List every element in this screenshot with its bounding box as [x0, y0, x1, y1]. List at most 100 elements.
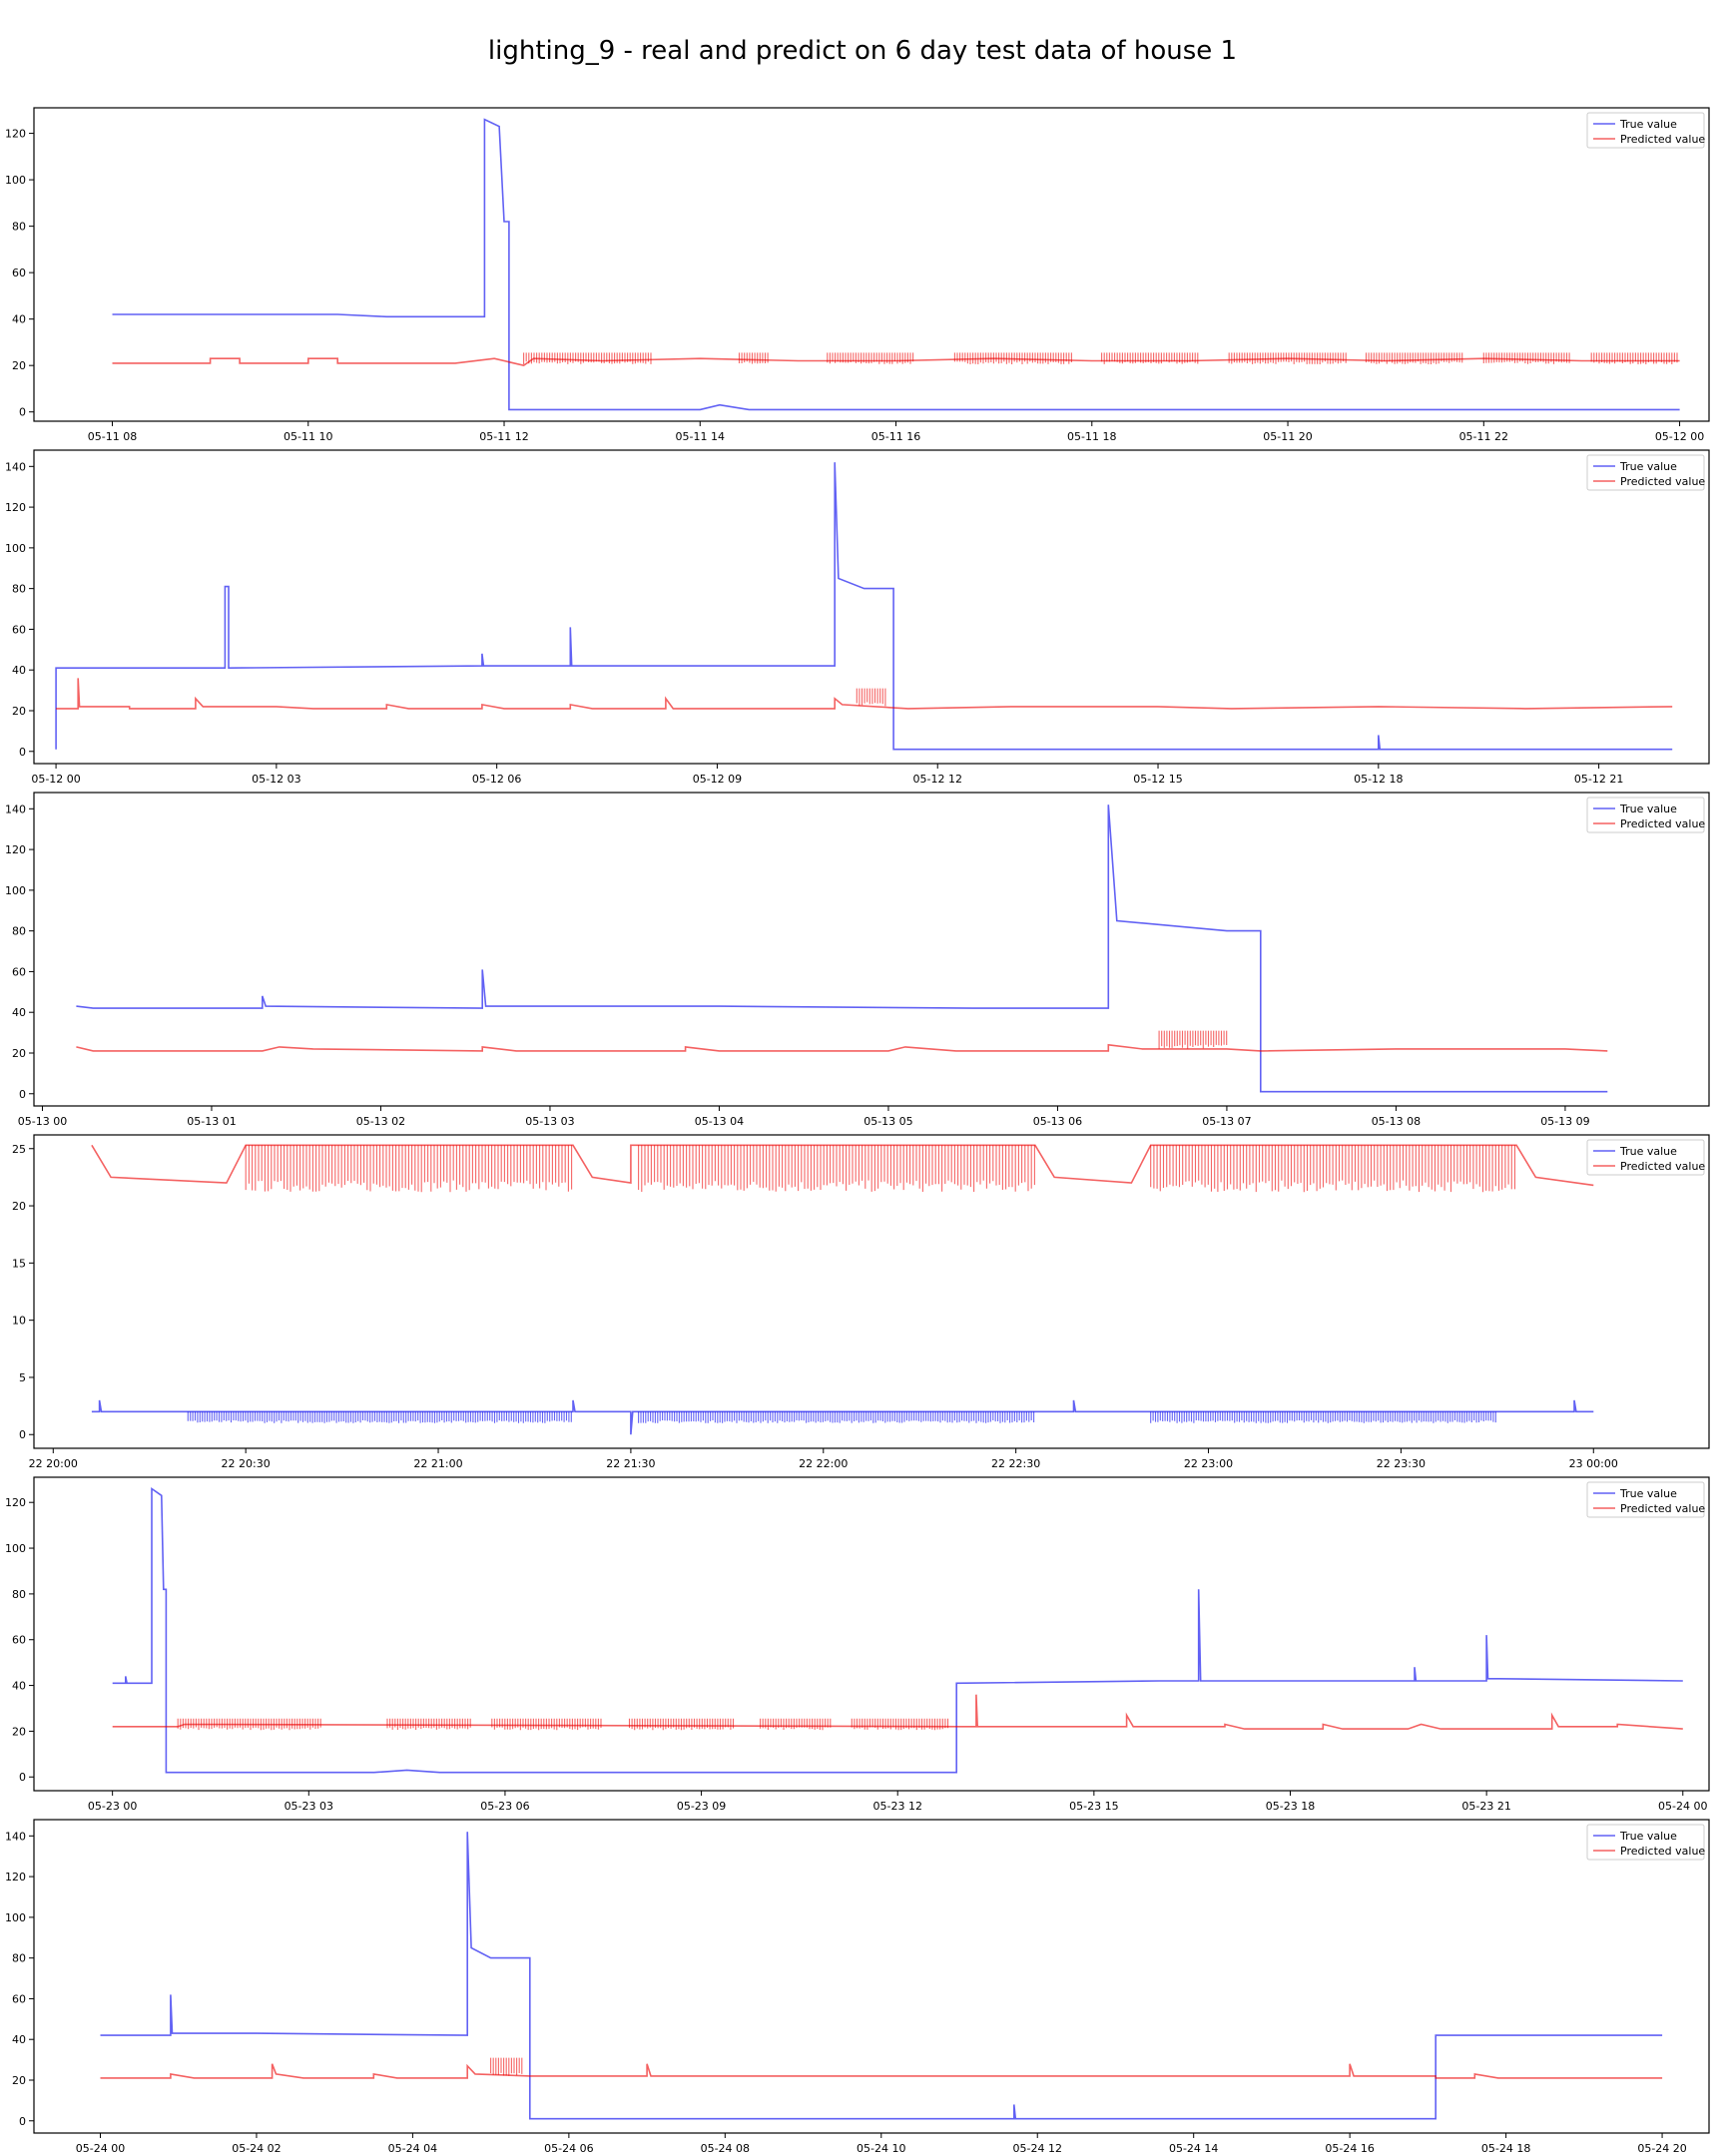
- y-tick-label: 100: [5, 884, 26, 897]
- y-tick-label: 80: [12, 1588, 26, 1601]
- x-tick-label: 05-11 14: [676, 430, 725, 443]
- predicted-oscillation: [523, 352, 652, 364]
- x-tick-label: 22 20:30: [222, 1457, 271, 1470]
- x-tick-label: 05-24 18: [1481, 2142, 1530, 2155]
- predicted-value-line: [100, 2063, 1663, 2079]
- x-tick-label: 05-11 18: [1067, 430, 1116, 443]
- predicted-oscillation: [760, 1718, 832, 1731]
- plot-frame: [33, 1134, 1710, 1449]
- x-tick-label: 05-24 14: [1169, 2142, 1218, 2155]
- x-tick-label: 22 23:00: [1184, 1457, 1233, 1470]
- figure-title: lighting_9 - real and predict on 6 day t…: [487, 36, 1238, 66]
- x-tick-label: 05-11 16: [871, 430, 920, 443]
- y-tick-label: 0: [19, 746, 26, 759]
- y-tick-label: 60: [12, 623, 26, 636]
- x-tick-label: 05-24 00: [76, 2142, 125, 2155]
- predicted-oscillation: [827, 352, 914, 364]
- y-tick-label: 60: [12, 1634, 26, 1647]
- predicted-value-line: [91, 1144, 1594, 1187]
- x-tick-label: 05-23 00: [88, 1800, 137, 1813]
- predicted-oscillation: [1150, 1145, 1516, 1193]
- y-tick-label: 25: [12, 1143, 26, 1156]
- chart-panel-5: 0 20 40 60 80 100 120 05-23 00 05-23 03 05-23 06 0…: [5, 1476, 1710, 1813]
- plot-area: [100, 1832, 1663, 2120]
- x-tick-label: 05-24 04: [388, 2142, 437, 2155]
- y-tick-label: 40: [12, 1680, 26, 1693]
- x-tick-label: 05-13 02: [356, 1115, 405, 1128]
- x-tick-label: 05-12 00: [1655, 430, 1704, 443]
- legend-box: [1586, 1139, 1705, 1176]
- legend-true-label: True value: [1619, 1145, 1677, 1158]
- predicted-oscillation: [245, 1145, 573, 1193]
- legend: True value Predicted value: [1586, 1139, 1705, 1176]
- legend-pred-label: Predicted value: [1620, 133, 1705, 146]
- x-tick-label: 05-13 04: [695, 1115, 744, 1128]
- predicted-oscillation: [628, 1718, 735, 1731]
- y-tick-label: 20: [12, 705, 26, 718]
- y-tick-label: 40: [12, 313, 26, 326]
- legend-true-label: True value: [1619, 1830, 1677, 1843]
- x-tick-label: 05-12 00: [31, 773, 80, 786]
- x-tick-label: 05-24 08: [701, 2142, 750, 2155]
- y-tick-label: 100: [5, 1911, 26, 1924]
- plot-frame: [33, 107, 1710, 422]
- predicted-oscillation: [1158, 1030, 1228, 1049]
- x-tick-label: 22 22:00: [799, 1457, 848, 1470]
- predicted-value-line: [56, 678, 1673, 710]
- y-tick-label: 60: [12, 267, 26, 279]
- predicted-oscillation: [851, 1718, 949, 1731]
- x-tick-label: 05-23 15: [1069, 1800, 1118, 1813]
- y-tick-label: 20: [12, 1200, 26, 1213]
- true-value-line: [91, 1399, 1594, 1435]
- x-tick-label: 05-12 15: [1133, 773, 1182, 786]
- y-tick-label: 60: [12, 965, 26, 978]
- legend-box: [1586, 112, 1705, 149]
- y-tick-label: 100: [5, 1542, 26, 1555]
- true-value-line: [100, 1832, 1663, 2120]
- predicted-oscillation: [1101, 352, 1199, 364]
- x-tick-label: 05-13 00: [18, 1115, 67, 1128]
- y-tick-label: 80: [12, 583, 26, 596]
- y-tick-label: 80: [12, 925, 26, 938]
- x-tick-label: 23 00:00: [1569, 1457, 1618, 1470]
- x-tick-label: 05-13 07: [1202, 1115, 1251, 1128]
- chart-panel-6: 0 20 40 60 80 100 120 140 05-24 00 05-24 02 05-24 …: [5, 1819, 1710, 2155]
- x-tick-label: 05-23 03: [285, 1800, 333, 1813]
- legend-true-label: True value: [1619, 803, 1677, 815]
- legend-true-label: True value: [1619, 1487, 1677, 1500]
- y-tick-label: 140: [5, 1830, 26, 1843]
- plot-frame: [33, 1819, 1710, 2134]
- x-tick-label: 05-24 02: [232, 2142, 281, 2155]
- y-tick-label: 5: [19, 1371, 26, 1384]
- x-tick-label: 05-24 10: [857, 2142, 905, 2155]
- y-tick-label: 0: [19, 1088, 26, 1101]
- y-tick-label: 140: [5, 803, 26, 815]
- x-tick-label: 05-12 21: [1574, 773, 1623, 786]
- legend-pred-label: Predicted value: [1620, 1160, 1705, 1173]
- legend: True value Predicted value: [1586, 1481, 1705, 1518]
- true-oscillation: [638, 1411, 1035, 1423]
- x-tick-label: 05-24 12: [1013, 2142, 1062, 2155]
- y-tick-label: 0: [19, 2115, 26, 2128]
- y-tick-label: 10: [12, 1315, 26, 1328]
- x-tick-label: 05-24 20: [1637, 2142, 1686, 2155]
- predicted-oscillation: [738, 352, 769, 364]
- y-tick-label: 20: [12, 1725, 26, 1738]
- predicted-value-line: [112, 1694, 1683, 1730]
- x-tick-label: 05-11 22: [1459, 430, 1508, 443]
- legend-box: [1586, 454, 1705, 491]
- y-tick-label: 40: [12, 664, 26, 677]
- chart-panel-4: 0 5 10 15 20 25 22 20:00 22 20:30 22 21:00 22 21:…: [12, 1134, 1710, 1470]
- x-tick-label: 22 20:00: [29, 1457, 78, 1470]
- y-tick-label: 0: [19, 1771, 26, 1784]
- x-tick-label: 05-13 01: [187, 1115, 236, 1128]
- legend-pred-label: Predicted value: [1620, 817, 1705, 830]
- x-tick-label: 05-12 12: [913, 773, 962, 786]
- legend-true-label: True value: [1619, 118, 1677, 131]
- x-tick-label: 05-11 20: [1263, 430, 1312, 443]
- x-tick-label: 05-13 08: [1372, 1115, 1421, 1128]
- x-tick-label: 05-12 18: [1354, 773, 1403, 786]
- x-tick-label: 05-12 03: [252, 773, 300, 786]
- y-tick-label: 120: [5, 1496, 26, 1509]
- true-value-line: [112, 118, 1680, 411]
